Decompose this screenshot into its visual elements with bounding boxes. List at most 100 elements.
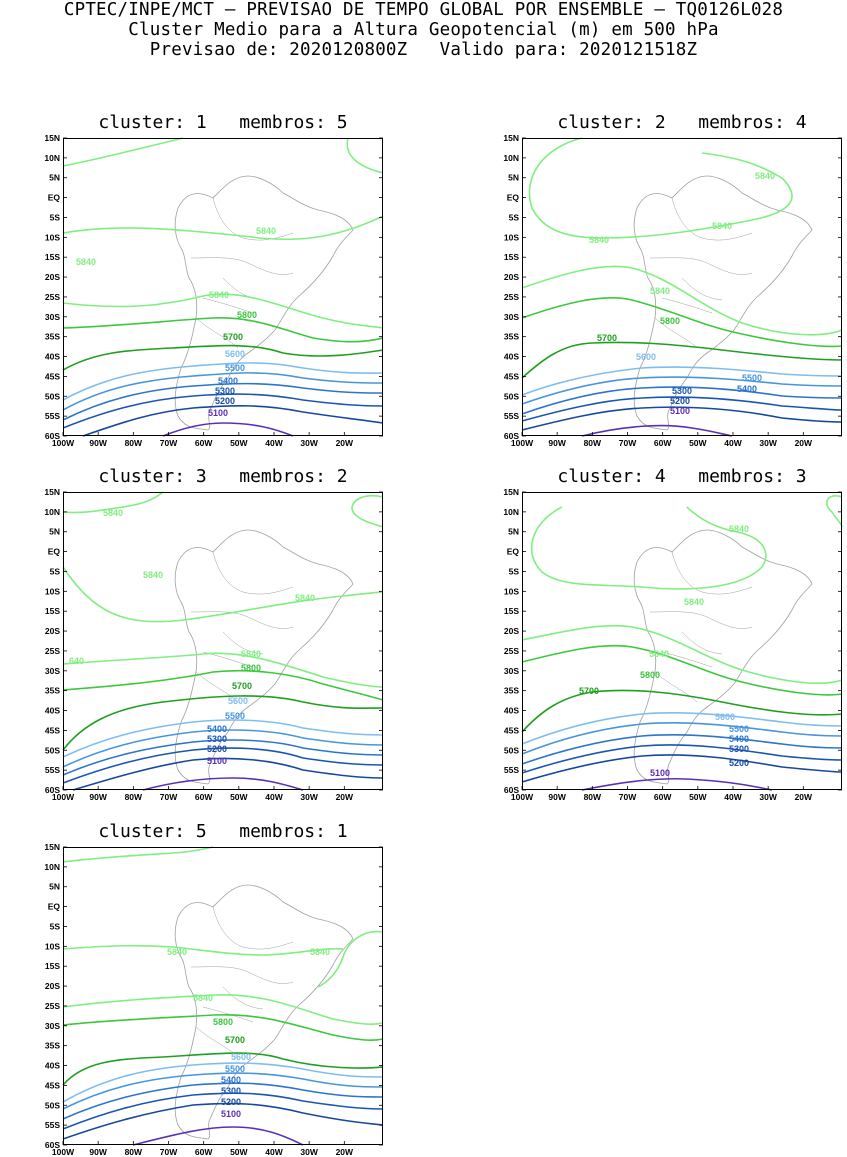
lon-label: 80W	[125, 1147, 143, 1157]
lat-label: 5S	[509, 212, 520, 222]
contour-label: 5400	[737, 384, 757, 394]
lon-label: 70W	[619, 792, 637, 802]
contour-label: 5700	[225, 1035, 245, 1045]
contour-label: 5200	[729, 758, 749, 768]
panel-title-2: cluster: 2 membros: 4	[557, 112, 807, 133]
lat-label: 35S	[45, 686, 60, 696]
lon-label: 60W	[654, 792, 672, 802]
lat-label: 5N	[49, 882, 60, 892]
lon-label: 70W	[160, 792, 178, 802]
contour-5200	[82, 405, 384, 437]
lon-label: 50W	[689, 792, 707, 802]
contour-label: 5700	[223, 332, 243, 342]
contour-label: 5840	[755, 171, 775, 181]
contour-5800	[521, 644, 843, 696]
coastline	[174, 529, 354, 785]
map-frame	[63, 492, 383, 790]
contour-5840	[346, 137, 384, 174]
contour-label: 5300	[221, 1086, 241, 1096]
lon-label: 20W	[336, 792, 354, 802]
country-border	[671, 551, 753, 595]
lat-label: 15S	[45, 606, 60, 616]
contour-5840	[62, 137, 184, 167]
lon-label: 50W	[230, 438, 248, 448]
lat-label: 40S	[45, 1061, 60, 1071]
header-line-3: Previsao de: 2020120800Z Valido para: 20…	[149, 40, 698, 60]
contour-label: 5840	[209, 290, 229, 300]
contour-label: 5200	[215, 396, 235, 406]
contour-label: 5840	[143, 570, 163, 580]
contour-5840	[351, 494, 384, 528]
contour-label: 5100	[670, 406, 690, 416]
lat-label: 15S	[504, 606, 519, 616]
contour-5200	[62, 1102, 384, 1140]
contour-5200	[521, 754, 843, 783]
lat-label: 15N	[503, 487, 519, 497]
lat-label: 45S	[45, 725, 60, 735]
lat-label: 55S	[45, 765, 60, 775]
lat-label: 50S	[504, 745, 519, 755]
lon-label: 90W	[548, 792, 566, 802]
lat-label: EQ	[48, 193, 61, 203]
contour-5800	[62, 669, 384, 701]
lat-label: 30S	[504, 312, 519, 322]
contour-5840	[530, 506, 767, 590]
lat-label: 20S	[45, 272, 60, 282]
contour-5840	[62, 293, 384, 329]
contour-label: 5840	[256, 226, 276, 236]
coastline	[174, 884, 354, 1140]
lat-label: 50S	[45, 745, 60, 755]
lat-label: 60S	[45, 1140, 60, 1150]
lon-label: 40W	[265, 792, 283, 802]
lat-label: 55S	[45, 411, 60, 421]
country-border	[190, 966, 294, 984]
contour-5100	[581, 777, 773, 791]
contour-label: 5300	[207, 734, 227, 744]
lat-label: 35S	[504, 332, 519, 342]
lat-label: EQ	[48, 547, 61, 557]
contour-label: 5500	[225, 363, 245, 373]
contour-5840	[62, 846, 214, 863]
contour-5700	[521, 341, 843, 379]
contour-label: 5840	[649, 649, 669, 659]
contour-5840	[62, 944, 344, 956]
lat-label: 45S	[504, 725, 519, 735]
contour-label: 5400	[221, 1075, 241, 1085]
map-frame	[63, 138, 383, 436]
country-border	[649, 257, 753, 275]
lon-label: 20W	[336, 438, 354, 448]
contour-label: 5100	[221, 1109, 241, 1119]
lon-label: 60W	[654, 438, 672, 448]
contour-5200	[72, 757, 384, 791]
lat-label: 10N	[503, 153, 519, 163]
lat-label: 5N	[49, 173, 60, 183]
lat-label: 30S	[45, 1021, 60, 1031]
lat-label: 5N	[508, 173, 519, 183]
contour-5700	[62, 695, 384, 751]
contour-label: 5800	[640, 670, 660, 680]
lat-label: 20S	[45, 981, 60, 991]
country-border	[654, 671, 698, 703]
contour-label: 5100	[207, 756, 227, 766]
contour-label: 5840	[295, 593, 315, 603]
contour-label: 5800	[241, 663, 261, 673]
lat-label: 5N	[49, 527, 60, 537]
lon-label: 70W	[160, 438, 178, 448]
panel-title-3: cluster: 3 membros: 2	[98, 466, 348, 487]
panel-title-1: cluster: 1 membros: 5	[98, 112, 348, 133]
lat-label: 10N	[44, 153, 60, 163]
lon-label: 90W	[89, 1147, 107, 1157]
lat-label: 5S	[50, 212, 61, 222]
contour-5840	[62, 215, 384, 241]
lon-label: 50W	[230, 792, 248, 802]
contour-label: 5600	[636, 352, 656, 362]
lat-label: 15N	[44, 487, 60, 497]
lat-label: 30S	[45, 312, 60, 322]
lon-label: 20W	[795, 438, 813, 448]
lat-label: 10S	[504, 586, 519, 596]
contour-5300	[62, 393, 384, 429]
lat-label: 40S	[45, 352, 60, 362]
country-border	[681, 277, 723, 301]
country-border	[202, 297, 254, 314]
country-border	[222, 631, 264, 655]
